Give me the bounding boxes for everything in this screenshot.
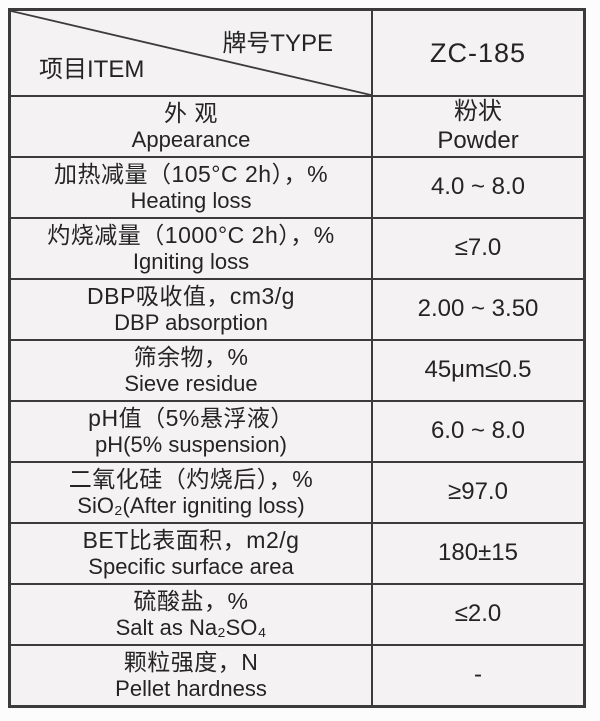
header-type-label: 牌号TYPE (222, 30, 333, 57)
item-value-cell: 6.0 ~ 8.0 (373, 402, 583, 461)
item-value-cell: ≤7.0 (373, 219, 583, 278)
item-value: 6.0 ~ 8.0 (430, 417, 526, 445)
item-label-cn: 外 观 (164, 100, 218, 127)
item-value-cell: 4.0 ~ 8.0 (373, 158, 583, 217)
item-value-cell: 2.00 ~ 3.50 (373, 280, 583, 339)
item-label-cn: BET比表面积，m2/g (82, 527, 300, 554)
item-label-cell: 加热减量（105°C 2h），% Heating loss (11, 158, 373, 217)
item-value-cell: 45μm≤0.5 (373, 341, 583, 400)
table-row: 灼烧减量（1000°C 2h），% Igniting loss ≤7.0 (11, 217, 583, 278)
item-label-cn: 二氧化硅（灼烧后），% (68, 466, 314, 493)
item-label-cell: pH值（5%悬浮液） pH(5% suspension) (11, 402, 373, 461)
table-row: 加热减量（105°C 2h），% Heating loss 4.0 ~ 8.0 (11, 156, 583, 217)
item-label-en: Pellet hardness (115, 676, 267, 702)
item-label-en: DBP absorption (114, 310, 268, 336)
item-value-cell: - (373, 646, 583, 705)
item-label-en: Specific surface area (88, 554, 294, 580)
table-row: 筛余物，% Sieve residue 45μm≤0.5 (11, 339, 583, 400)
table-row: 硫酸盐，% Salt as Na₂SO₄ ≤2.0 (11, 583, 583, 644)
item-label-cell: 外 观 Appearance (11, 97, 373, 156)
item-label-cn: DBP吸收值，cm3/g (87, 283, 295, 310)
item-label-cn: 硫酸盐，% (133, 588, 249, 615)
header-model-cell: ZC-185 (373, 11, 583, 95)
model-name: ZC-185 (429, 37, 527, 68)
table-row: 外 观 Appearance 粉状 Powder (11, 95, 583, 156)
item-value: ≥97.0 (448, 478, 508, 506)
item-value: ≤7.0 (454, 234, 502, 262)
item-value-cell: 粉状 Powder (373, 97, 583, 156)
item-value-cell: ≤2.0 (373, 585, 583, 644)
item-label-en: pH(5% suspension) (95, 432, 287, 458)
diagonal-divider-line (11, 11, 371, 95)
spec-table: 牌号TYPE 项目ITEM ZC-185 外 观 Appearance 粉状 P… (8, 8, 586, 708)
table-body: 外 观 Appearance 粉状 Powder 加热减量（105°C 2h），… (11, 95, 583, 705)
item-label-en: SiO₂(After igniting loss) (77, 493, 305, 519)
table-row: 颗粒强度，N Pellet hardness - (11, 644, 583, 705)
item-label-cn: 筛余物，% (133, 344, 249, 371)
item-label-cn: 加热减量（105°C 2h），% (53, 161, 329, 188)
table-row: BET比表面积，m2/g Specific surface area 180±1… (11, 522, 583, 583)
item-value: 2.00 ~ 3.50 (417, 295, 539, 323)
item-value: ≤2.0 (454, 600, 502, 628)
item-value-cell: 180±15 (373, 524, 583, 583)
item-label-cell: 筛余物，% Sieve residue (11, 341, 373, 400)
item-label-cell: 颗粒强度，N Pellet hardness (11, 646, 373, 705)
item-label-en: Heating loss (130, 188, 252, 214)
item-label-en: Appearance (131, 127, 251, 153)
item-value: - (474, 661, 482, 689)
table-row: 二氧化硅（灼烧后），% SiO₂(After igniting loss) ≥9… (11, 461, 583, 522)
table-header-row: 牌号TYPE 项目ITEM ZC-185 (11, 11, 583, 95)
item-label-cell: 硫酸盐，% Salt as Na₂SO₄ (11, 585, 373, 644)
item-label-cn: 颗粒强度，N (123, 649, 259, 676)
item-value: 4.0 ~ 8.0 (430, 173, 526, 201)
item-value-line2: Powder (437, 126, 519, 154)
item-label-en: Salt as Na₂SO₄ (115, 615, 267, 641)
item-value: 180±15 (438, 539, 518, 567)
item-value-cell: ≥97.0 (373, 463, 583, 522)
item-label-en: Igniting loss (132, 249, 250, 275)
header-item-label: 项目ITEM (39, 56, 145, 83)
item-label-cell: 灼烧减量（1000°C 2h），% Igniting loss (11, 219, 373, 278)
item-value: 45μm≤0.5 (424, 356, 532, 384)
item-label-en: Sieve residue (124, 371, 258, 397)
item-label-cn: 灼烧减量（1000°C 2h），% (47, 222, 335, 249)
table-row: DBP吸收值，cm3/g DBP absorption 2.00 ~ 3.50 (11, 278, 583, 339)
item-label-cell: 二氧化硅（灼烧后），% SiO₂(After igniting loss) (11, 463, 373, 522)
table-row: pH值（5%悬浮液） pH(5% suspension) 6.0 ~ 8.0 (11, 400, 583, 461)
item-label-cell: BET比表面积，m2/g Specific surface area (11, 524, 373, 583)
header-diagonal-cell: 牌号TYPE 项目ITEM (11, 11, 373, 95)
item-label-cn: pH值（5%悬浮液） (88, 405, 294, 432)
item-value: 粉状 (454, 97, 502, 125)
item-label-cell: DBP吸收值，cm3/g DBP absorption (11, 280, 373, 339)
